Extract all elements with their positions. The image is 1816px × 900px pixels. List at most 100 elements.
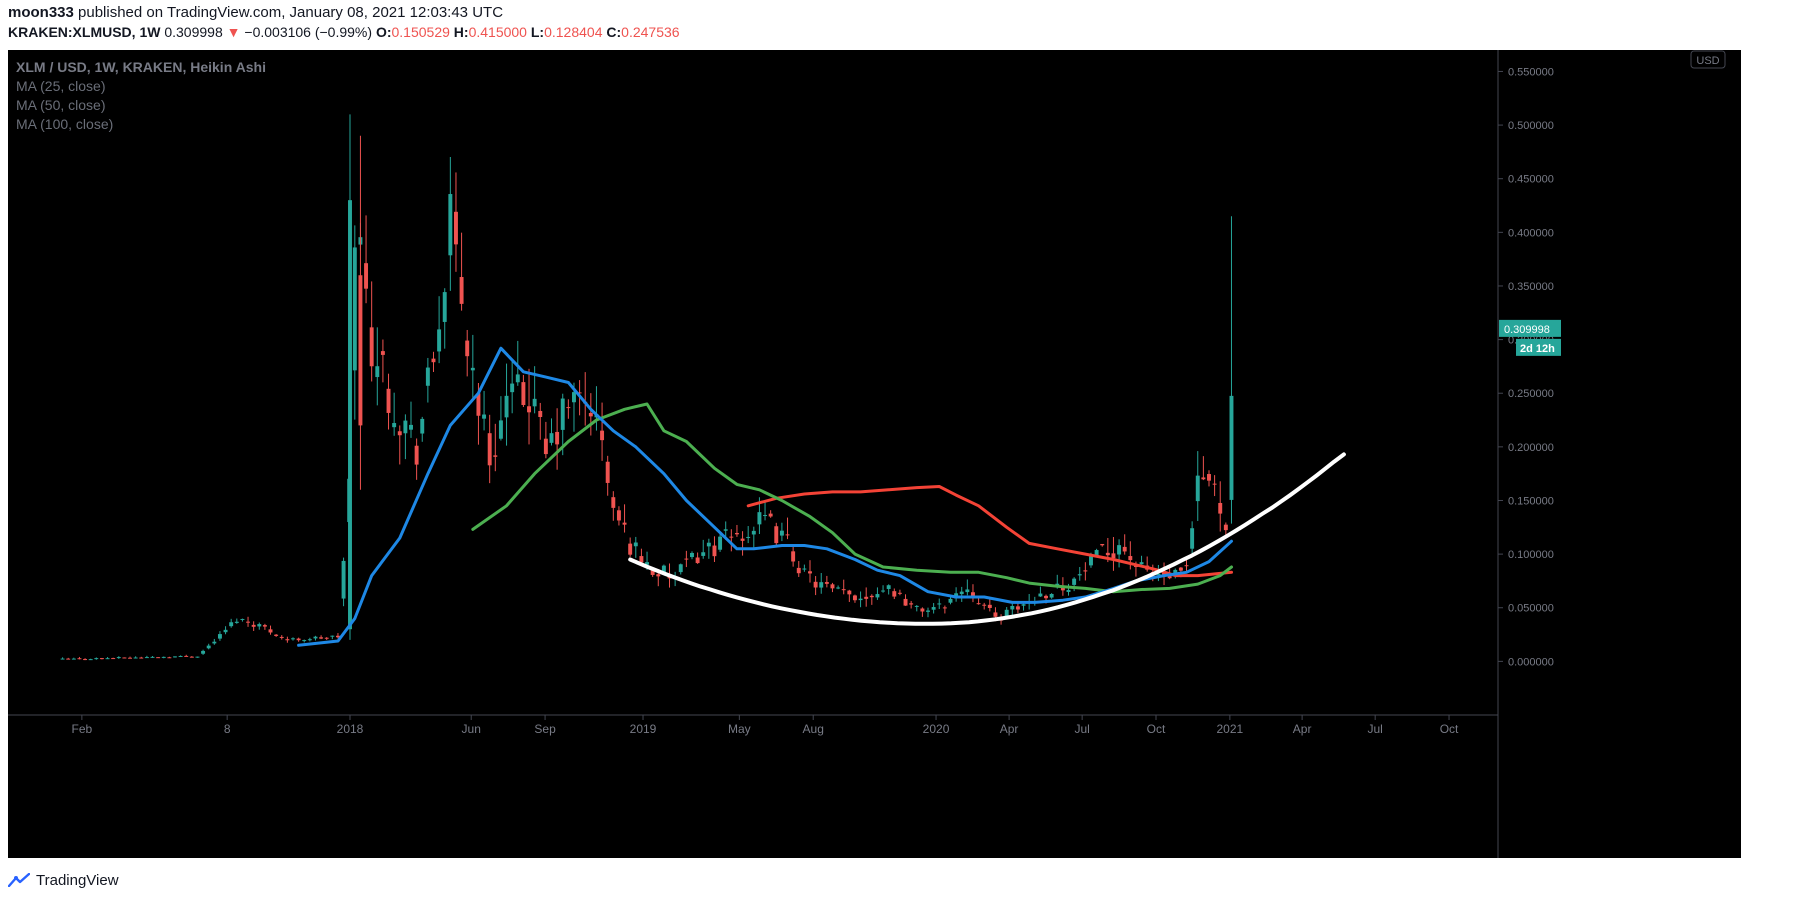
chart-canvas[interactable]: 0.000000 0.050000 0.100000 0.150000 0.200000… <box>8 50 1741 858</box>
candle-body <box>425 367 430 386</box>
candle-body <box>1100 543 1105 546</box>
price-tag-bg <box>1499 319 1561 337</box>
candle-body <box>330 635 335 637</box>
candle-body <box>971 592 975 599</box>
price-tag-label: 0.309998 <box>1504 324 1550 336</box>
countdown-tag-bg <box>1516 338 1561 356</box>
candle-body <box>909 603 914 605</box>
candle-body <box>926 610 930 612</box>
legend-ma25[interactable]: MA (25, close) <box>16 78 106 94</box>
ma100-line <box>746 485 1233 578</box>
candle-body <box>892 591 897 597</box>
candle-body <box>66 658 71 660</box>
candle-body <box>577 392 582 394</box>
y-tick-label: 0.500000 <box>1508 120 1554 132</box>
candle-body <box>88 659 93 661</box>
y-tick-label: 0.250000 <box>1508 388 1554 400</box>
candle-body <box>1111 553 1116 559</box>
y-tick-label: 0.200000 <box>1508 442 1554 454</box>
chart-panel[interactable]: 0.000000 0.050000 0.100000 0.150000 0.200000… <box>8 50 1741 858</box>
ma50-line <box>471 402 1233 594</box>
candle-body <box>212 641 217 644</box>
candle-body <box>341 560 346 599</box>
candle-body <box>881 590 886 592</box>
candle-body <box>234 621 239 623</box>
y-tick-label: 0.400000 <box>1508 227 1554 239</box>
x-tick-label: 2019 <box>630 722 657 736</box>
candle-body <box>875 594 880 598</box>
candle-body <box>99 658 104 660</box>
publisher-name[interactable]: moon333 <box>8 4 74 21</box>
candle-body <box>768 513 773 517</box>
published-text: published on TradingView.com, January 08… <box>73 4 504 21</box>
candle-body <box>201 650 206 654</box>
x-tick-label: 8 <box>224 722 231 736</box>
candle-body <box>521 382 526 405</box>
low-value: 0.128404 <box>544 24 603 40</box>
candle-body <box>763 515 768 517</box>
candle-body <box>414 445 419 465</box>
candle-body <box>60 658 65 660</box>
x-tick-label: May <box>728 722 751 736</box>
candle-body <box>1195 475 1200 502</box>
candle-body <box>611 497 616 508</box>
candle-body <box>779 530 784 536</box>
open-label: O: <box>375 24 392 40</box>
candle-body <box>1038 593 1043 597</box>
candle-body <box>785 534 790 536</box>
candle-body <box>150 656 155 658</box>
candle-body <box>476 393 481 416</box>
footer-brand[interactable]: TradingView <box>8 868 119 892</box>
candle-body <box>982 604 987 606</box>
candle-body <box>348 200 352 630</box>
candle-body <box>251 624 256 627</box>
candle-body <box>841 589 846 591</box>
last-price: 0.309998 <box>164 24 223 40</box>
candle-body <box>1089 556 1093 566</box>
candle-body <box>527 406 531 413</box>
candle-body <box>319 637 324 639</box>
candle-body <box>723 529 728 531</box>
x-tick-label: Jul <box>1074 722 1089 736</box>
candle-body <box>403 420 408 434</box>
candle-body <box>240 618 245 620</box>
candle-body <box>746 536 751 538</box>
tradingview-logo-icon <box>8 873 30 887</box>
candle-body <box>296 638 301 641</box>
candle-body <box>71 658 76 660</box>
candle-body <box>802 568 807 570</box>
candle-body <box>335 635 340 638</box>
x-tick-label: 2021 <box>1217 722 1244 736</box>
candle-body <box>128 657 132 659</box>
candle-body <box>431 358 436 363</box>
candle-body <box>1066 589 1071 592</box>
candle-body <box>690 552 694 558</box>
currency-badge-bg <box>1690 50 1726 69</box>
candle-body <box>796 567 801 574</box>
y-tick-label: 0.550000 <box>1508 66 1554 78</box>
legend-ma100[interactable]: MA (100, close) <box>16 116 114 132</box>
candle-body <box>774 526 779 544</box>
candle-body <box>959 591 964 595</box>
x-tick-label: Feb <box>72 722 93 736</box>
candle-body <box>605 461 610 483</box>
candle-body <box>1218 502 1223 514</box>
x-tick-label: Apr <box>1000 722 1019 736</box>
candle-body <box>206 645 211 649</box>
candle-body <box>808 571 812 574</box>
candle-body <box>572 392 576 403</box>
candle-body <box>886 585 891 589</box>
candle-body <box>465 340 470 357</box>
candle-body <box>195 656 200 658</box>
candle-body <box>1117 545 1122 555</box>
candle-body <box>616 510 621 521</box>
candle-body <box>948 598 953 603</box>
candle-body <box>487 433 492 466</box>
rounding-bottom-curve <box>628 452 1346 626</box>
legend-ma50[interactable]: MA (50, close) <box>16 97 106 113</box>
y-tick-label: 0.150000 <box>1508 495 1554 507</box>
symbol-label: KRAKEN:XLMUSD, 1W <box>8 24 161 40</box>
candle-body <box>538 410 543 417</box>
y-tick-label: 0.050000 <box>1508 603 1554 615</box>
candle-body <box>189 656 194 658</box>
